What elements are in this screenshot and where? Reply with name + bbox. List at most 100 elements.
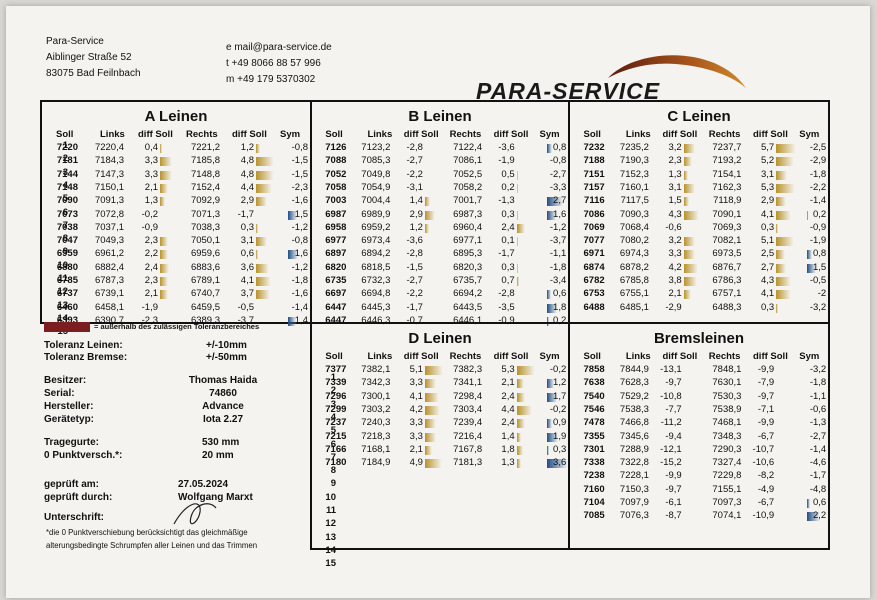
rechts-value: 7181,3 [453, 457, 483, 469]
table-row: 7338 7322,8 -15,2 7327,4 -10,6 -4,6 [570, 457, 828, 470]
sym-value: -2,7 [549, 168, 567, 180]
soll-value: 7157 [583, 181, 605, 193]
row-number: 9 [330, 478, 336, 490]
diff-left-value: 5,1 [409, 364, 423, 375]
measurement-sheet: Para-Service Aiblinger Straße 52 83075 B… [6, 6, 870, 598]
soll-value: 7301 [583, 443, 605, 455]
row-number: 10 [57, 259, 68, 271]
diff-right-value: -9,7 [757, 390, 775, 402]
sym-value: 0,2 [553, 314, 567, 326]
legend: = außerhalb des zulässigen Toleranzberei… [40, 322, 310, 332]
geraetetyp-value: Iota 2.27 [202, 414, 244, 425]
table-row: 6782 6785,8 3,8 6786,3 4,3 -0,5 [570, 275, 828, 288]
table-row: 7238 7228,1 -9,9 7229,8 -8,2 -1,7 [570, 470, 828, 483]
diff-right-value: -3,6 [498, 142, 515, 153]
diff-right-bar [776, 223, 778, 233]
soll-value: 6874 [583, 261, 605, 273]
riser-labels: Tragegurte: 0 Punktversch.*: [44, 436, 122, 462]
diff-right-bar [776, 170, 788, 180]
row-number: 6 [62, 206, 68, 218]
soll-value: 7052 [325, 168, 347, 180]
soll-value: 6735 [325, 275, 347, 286]
rechts-value: 6694,2 [453, 288, 483, 300]
rechts-value: 6740,7 [190, 288, 220, 300]
company-city: 83075 Bad Feilnbach [46, 68, 141, 79]
soll-value: 6697 [325, 288, 347, 300]
diff-right-value: -9,9 [757, 417, 775, 429]
diff-left-value: -2,8 [406, 142, 423, 153]
diff-left-value: 1,5 [668, 195, 682, 207]
diff-left-value: -3,6 [406, 235, 423, 247]
links-value: 7538,3 [619, 403, 649, 415]
diff-left-bar [424, 445, 433, 455]
diff-right-value: 4,1 [760, 208, 775, 220]
table-row: 7086 7090,3 4,3 7090,1 4,1 0,2 [570, 209, 828, 222]
links-value: 7235,2 [619, 142, 649, 153]
diff-right-value: 4,1 [760, 288, 775, 300]
tragegurte-value: 530 mm [202, 437, 240, 448]
sym-value: 3,6 [553, 457, 567, 469]
sym-value: -1,4 [809, 195, 827, 207]
rechts-value: 7082,1 [712, 235, 742, 247]
diff-left-value: -0,2 [141, 208, 158, 220]
links-value: 6755,1 [619, 288, 649, 300]
sym-bar [547, 144, 552, 153]
soll-value: 7180 [325, 457, 347, 469]
sym-value: 1,5 [812, 261, 827, 273]
soll-value: 6447 [325, 301, 347, 313]
diff-right-bar [776, 197, 787, 207]
row-number: 14 [57, 312, 68, 324]
diff-left-bar [424, 419, 437, 429]
rechts-value: 7185,8 [190, 155, 220, 167]
links-value: 6989,9 [361, 208, 391, 220]
diff-right-bar [516, 366, 536, 375]
diff-left-value: -10,8 [660, 390, 682, 402]
diff-left-bar [160, 197, 165, 207]
row-number: 4 [330, 411, 336, 423]
links-value: 7090,3 [619, 208, 649, 220]
diff-right-bar [516, 183, 519, 193]
soll-value: 7232 [583, 142, 605, 153]
row-number: 11 [325, 505, 336, 516]
rechts-value: 6959,6 [190, 248, 220, 260]
diff-left-bar [683, 290, 692, 300]
diff-right-bar [516, 223, 525, 233]
rechts-value: 6883,6 [190, 261, 220, 273]
diff-right-value: -10,9 [752, 510, 775, 522]
rechts-value: 6488,3 [712, 301, 742, 313]
table-row: 6880 6882,4 2,4 6883,6 3,6 -1,2 [42, 262, 310, 275]
diff-left-bar [424, 210, 435, 220]
geprueft-am-label: geprüft am: [44, 479, 99, 490]
sym-value: -1,3 [809, 417, 827, 429]
company-email: e mail@para-service.de [226, 42, 332, 53]
diff-right-value: 1,3 [501, 457, 515, 469]
diff-left-value: -0,7 [406, 314, 423, 326]
diff-right-bar [516, 459, 522, 469]
sym-value: -0,8 [291, 142, 308, 153]
sym-bar [288, 210, 297, 220]
diff-left-bar [683, 210, 699, 220]
soll-value: 6971 [583, 248, 605, 260]
check-values: 27.05.2024 Wolfgang Marxt [178, 478, 253, 504]
soll-value: 6880 [56, 261, 78, 273]
diff-left-bar [424, 366, 443, 375]
diff-right-bar [516, 170, 519, 180]
column-header-rechts: Rechts [449, 129, 482, 140]
sym-value: -3,7 [549, 235, 567, 247]
tolerance-labels: Toleranz Leinen: Toleranz Bremse: [44, 340, 127, 364]
sym-value: -2 [817, 288, 827, 300]
sym-value: -0,2 [549, 364, 567, 375]
column-header-diff: diff Soll [753, 351, 788, 362]
riser-values: 530 mm 20 mm [202, 436, 239, 462]
diff-left-value: -0,9 [141, 221, 158, 233]
glider-values: Thomas Haida 74860 Advance Iota 2.27 [178, 374, 268, 426]
rechts-value: 7155,1 [712, 483, 742, 495]
diff-right-bar [256, 197, 267, 207]
rechts-value: 6789,1 [190, 275, 220, 286]
panel-b-leinen: B Leinen Soll Links diff Soll Rechts diff Sol… [310, 100, 570, 326]
diff-right-value: 5,3 [501, 364, 515, 375]
diff-right-value: 3,7 [240, 288, 254, 300]
row-number: 11 [57, 273, 68, 284]
diff-left-value: -1,9 [141, 301, 158, 313]
diff-right-bar [516, 263, 519, 273]
